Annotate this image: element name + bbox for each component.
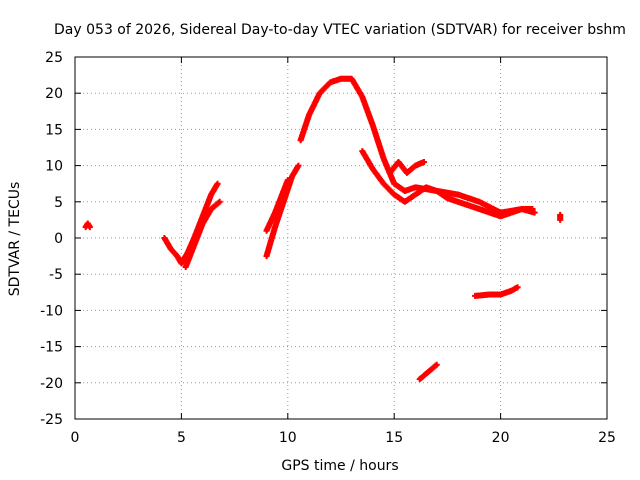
y-tick-label: -10 <box>40 303 63 319</box>
y-tick-label: 20 <box>45 86 63 102</box>
y-tick-label: 5 <box>54 195 63 211</box>
data-point <box>557 211 564 218</box>
y-tick-label: 25 <box>45 50 63 66</box>
data-layer <box>82 75 564 383</box>
series-segment-10 <box>472 284 521 299</box>
axis-ticks: 0 5 10 15 20 25 -25 -20 -15 -10 -5 0 5 10 15 20 25 <box>40 50 616 446</box>
data-point <box>514 284 521 291</box>
y-tick-label: -15 <box>40 340 63 356</box>
x-tick-label: 20 <box>492 430 510 446</box>
series-segment-4 <box>263 162 302 260</box>
data-point <box>216 198 223 205</box>
series-segment-3 <box>182 198 223 270</box>
data-point <box>420 158 427 165</box>
x-tick-label: 0 <box>71 430 80 446</box>
data-point <box>529 206 536 213</box>
data-point <box>284 177 291 184</box>
series-segment-1 <box>82 220 93 231</box>
series-segment-8 <box>386 158 427 176</box>
y-tick-label: -20 <box>40 376 63 392</box>
x-tick-label: 15 <box>385 430 403 446</box>
series-segment-11 <box>557 211 564 223</box>
grid <box>75 57 607 419</box>
data-point <box>433 361 440 368</box>
data-point <box>531 209 538 216</box>
x-tick-label: 5 <box>177 430 186 446</box>
series-segment-9 <box>416 361 440 383</box>
x-tick-label: 25 <box>598 430 616 446</box>
y-tick-label: 15 <box>45 122 63 138</box>
y-tick-label: 10 <box>45 159 63 175</box>
y-axis-label: SDTVAR / TECUs <box>7 182 23 297</box>
y-tick-label: 0 <box>54 231 63 247</box>
x-axis-label: GPS time / hours <box>281 458 398 474</box>
series-segment-7 <box>359 148 536 220</box>
data-point <box>86 224 93 231</box>
y-tick-label: -5 <box>49 267 63 283</box>
x-tick-label: 10 <box>279 430 297 446</box>
series-segment-5 <box>263 177 291 234</box>
y-tick-label: -25 <box>40 412 63 428</box>
data-point <box>214 180 221 187</box>
data-point <box>295 162 302 169</box>
chart-title: Day 053 of 2026, Sidereal Day-to-day VTE… <box>54 22 626 38</box>
